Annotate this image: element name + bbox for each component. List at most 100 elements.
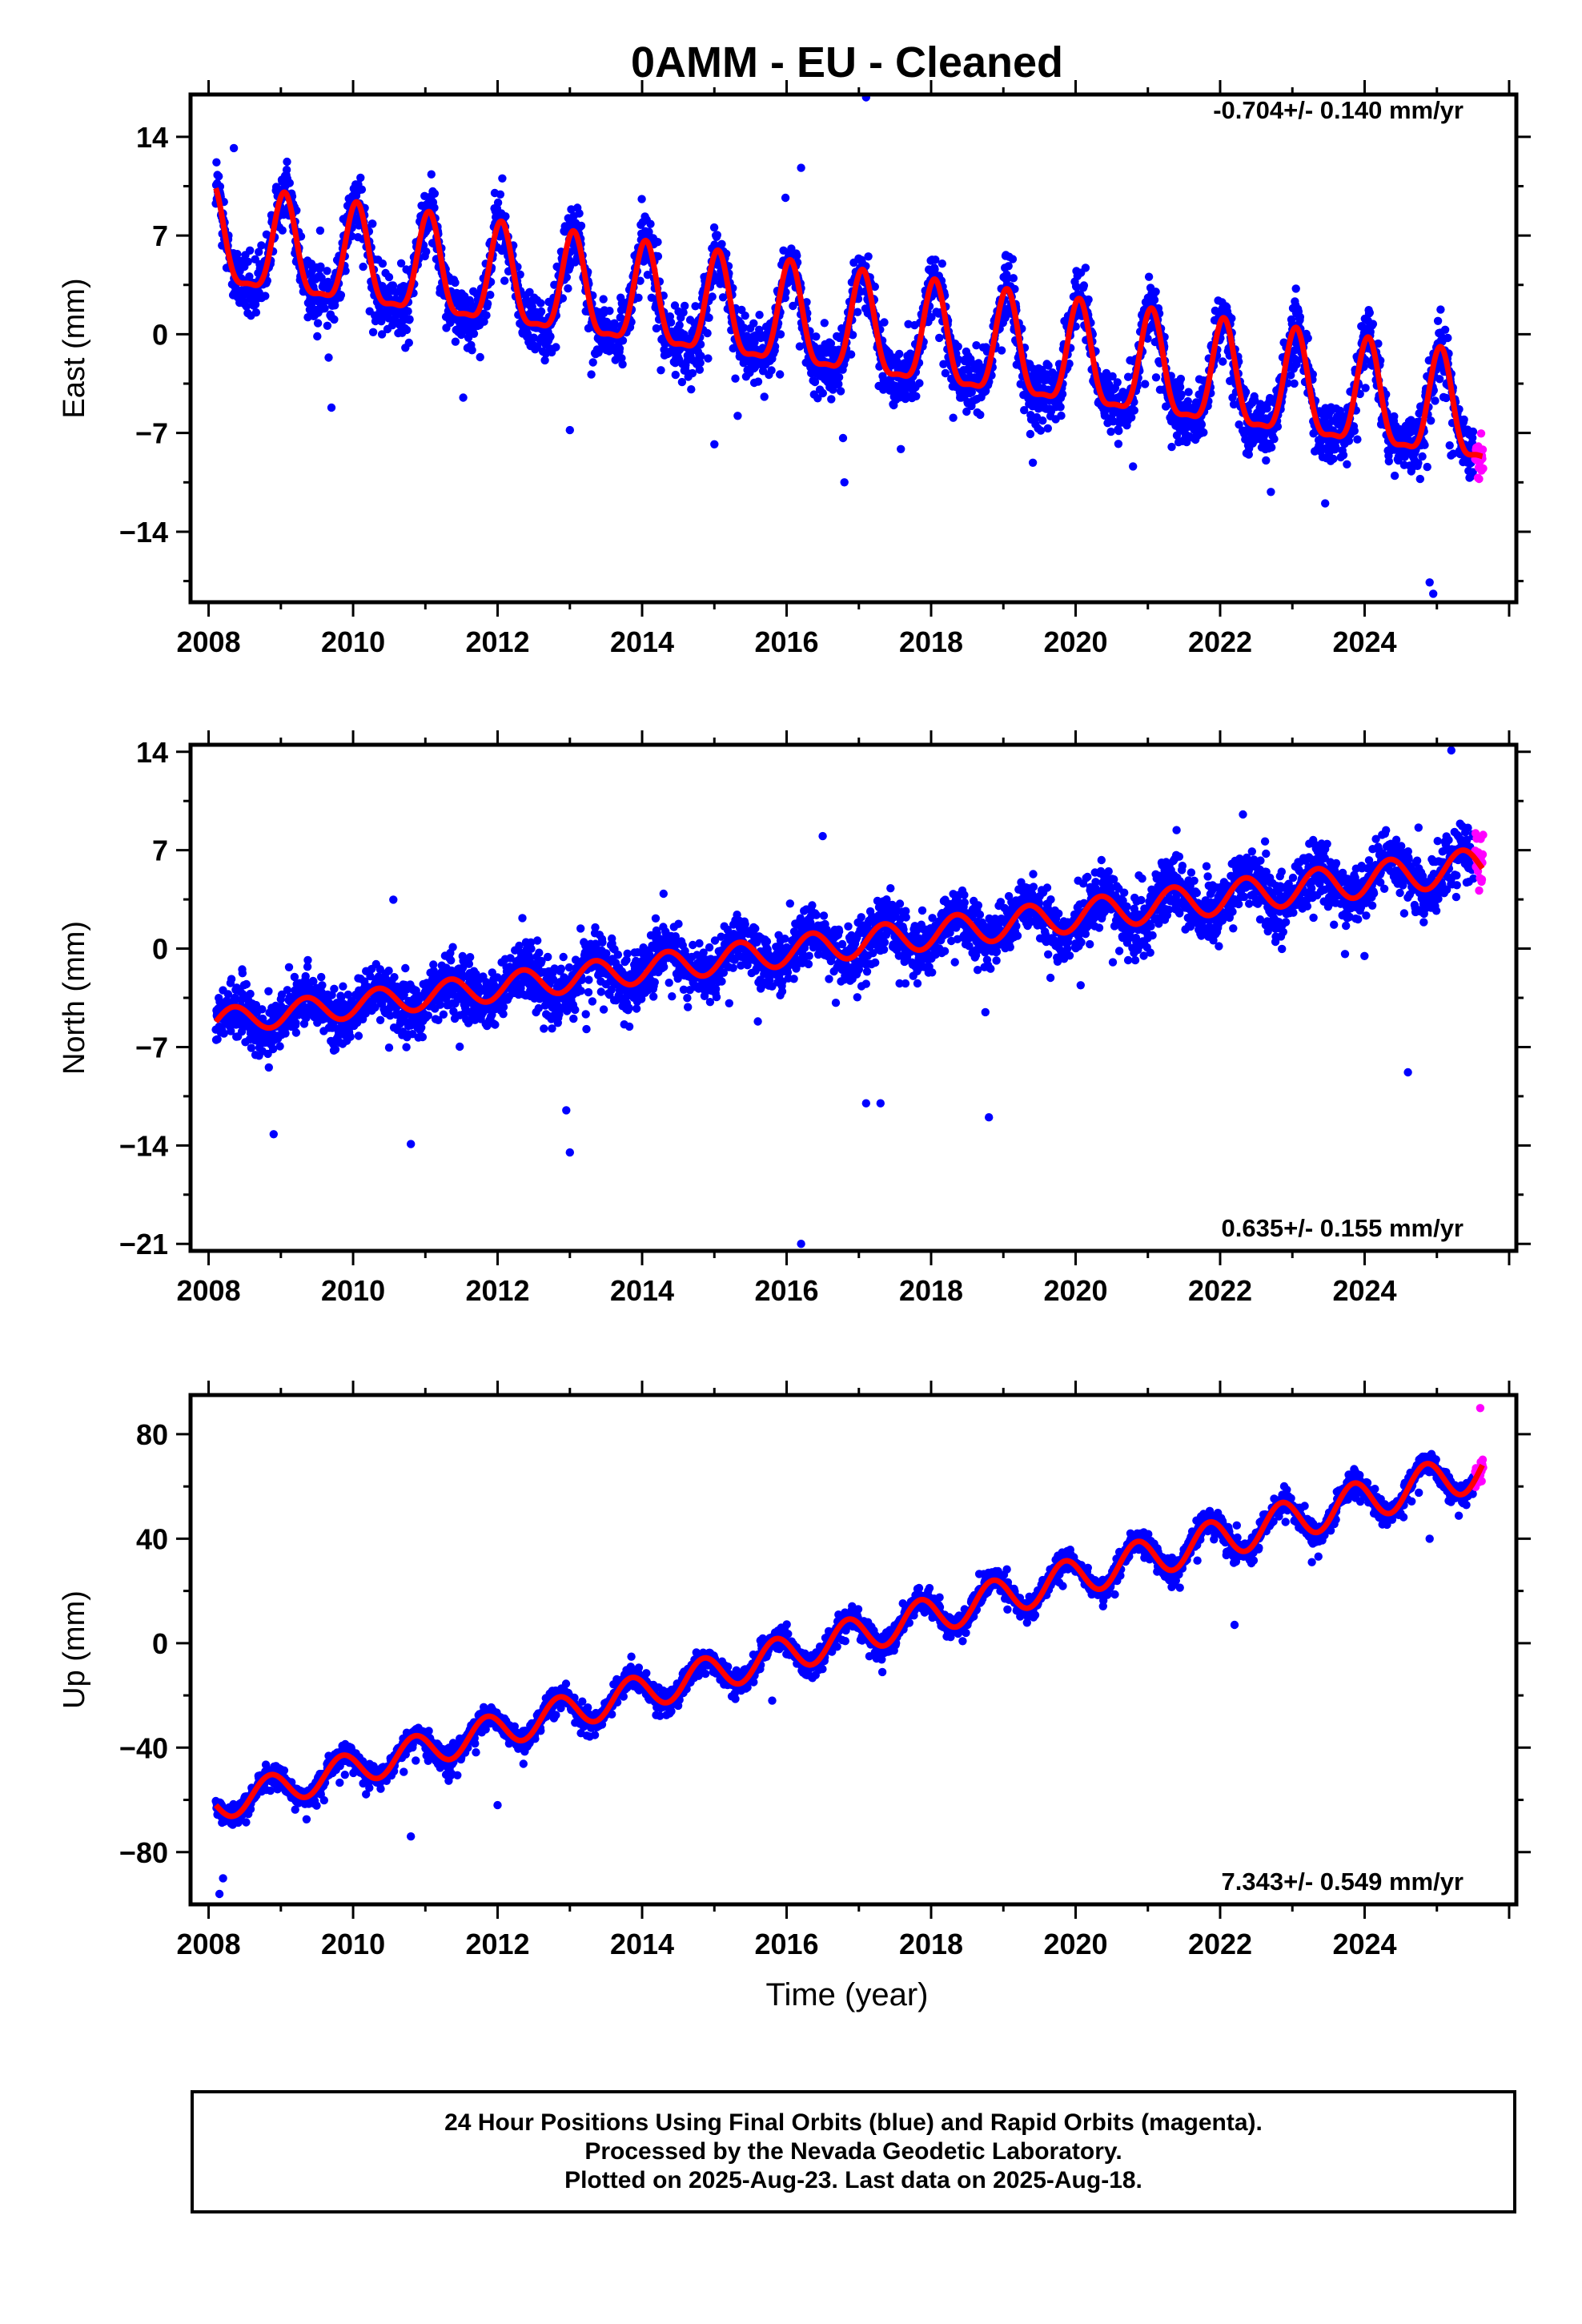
final-orbit-point — [246, 989, 255, 999]
final-orbit-point — [1219, 357, 1227, 366]
final-orbit-point — [1144, 272, 1154, 281]
final-orbit-point — [384, 967, 393, 975]
final-orbit-point — [482, 311, 491, 320]
final-orbit-point — [418, 1032, 428, 1042]
final-orbit-point — [483, 300, 492, 308]
final-orbit-point — [687, 385, 696, 394]
velocity-rate-label: -0.704+/- 0.140 mm/yr — [1213, 96, 1464, 124]
panel-1: 2008 2010 2012 2014 2016 2018 2020 2022 20241470… — [58, 80, 1531, 658]
final-orbit-point — [282, 165, 291, 175]
final-orbit-point — [303, 955, 312, 965]
y-tick-label: −7 — [135, 417, 168, 450]
final-orbit-point — [324, 353, 333, 362]
final-orbit-point — [499, 1003, 508, 1011]
final-orbit-point — [546, 332, 555, 341]
final-orbit-point — [1267, 443, 1276, 452]
final-orbit-point — [1004, 262, 1013, 271]
final-orbit-point — [1106, 427, 1115, 436]
final-orbit-point — [389, 895, 398, 904]
outlier-point — [1429, 589, 1438, 598]
final-orbit-point — [1175, 383, 1185, 392]
final-orbit-point — [447, 956, 456, 965]
final-orbit-point — [997, 346, 1006, 355]
final-orbit-point — [1141, 380, 1150, 388]
final-orbit-point — [336, 291, 346, 300]
final-orbit-point — [496, 190, 505, 199]
final-orbit-point — [427, 170, 436, 179]
final-orbit-point — [938, 259, 947, 268]
final-orbit-point — [339, 982, 347, 991]
final-orbit-point — [895, 349, 904, 359]
final-orbit-point — [576, 221, 586, 231]
final-orbit-point — [357, 185, 367, 194]
final-orbit-point — [1114, 440, 1123, 448]
final-orbit-point — [713, 231, 721, 239]
final-orbit-point — [587, 370, 596, 379]
final-orbit-point — [653, 238, 662, 247]
x-tick-label: 2022 — [1188, 625, 1252, 658]
final-orbit-point — [677, 377, 687, 387]
final-orbit-point — [767, 366, 776, 375]
outlier-point — [565, 425, 574, 435]
final-orbit-point — [976, 410, 985, 420]
final-orbit-point — [1084, 295, 1093, 304]
final-orbit-points — [211, 746, 1478, 1248]
final-orbit-point — [368, 219, 377, 228]
final-orbit-point — [1384, 456, 1394, 466]
final-orbit-point — [826, 339, 836, 348]
final-orbit-point — [1044, 361, 1053, 370]
final-orbit-point — [405, 315, 414, 324]
final-orbit-point — [1427, 416, 1435, 425]
final-orbit-point — [476, 352, 484, 362]
y-tick-label: 0 — [152, 318, 168, 351]
final-orbit-point — [1036, 426, 1046, 435]
final-orbit-point — [388, 281, 398, 290]
final-orbit-point — [818, 388, 827, 398]
final-orbit-point — [1197, 420, 1207, 429]
final-orbit-point — [1009, 274, 1018, 283]
final-orbit-point — [430, 189, 440, 198]
final-orbit-point — [1365, 308, 1375, 317]
final-orbit-point — [675, 320, 684, 330]
final-orbit-point — [935, 333, 944, 343]
final-orbit-point — [313, 319, 323, 328]
final-orbit-point — [215, 172, 223, 181]
x-tick-label: 2010 — [321, 625, 385, 658]
final-orbit-point — [291, 1028, 301, 1037]
final-orbit-points — [211, 94, 1485, 598]
final-orbit-point — [533, 936, 542, 945]
final-orbit-point — [615, 344, 624, 353]
final-orbit-point — [264, 1063, 273, 1072]
final-orbit-point — [1177, 390, 1186, 399]
final-orbit-point — [354, 1031, 363, 1040]
final-orbit-point — [498, 174, 507, 183]
final-orbit-point — [271, 183, 281, 191]
final-orbit-point — [212, 158, 221, 167]
final-orbit-point — [1079, 281, 1089, 290]
final-orbit-point — [451, 337, 460, 346]
final-orbit-point — [1056, 403, 1065, 412]
final-orbit-point — [652, 324, 661, 333]
outlier-point — [840, 478, 849, 487]
final-orbit-point — [647, 293, 656, 302]
final-orbit-point — [466, 953, 475, 962]
final-orbit-point — [820, 319, 829, 328]
final-orbit-point — [422, 247, 431, 256]
outlier-point — [797, 163, 805, 172]
final-orbit-point — [451, 278, 460, 287]
final-orbit-point — [330, 984, 339, 994]
final-orbit-point — [636, 276, 644, 285]
final-orbit-point — [1329, 454, 1338, 464]
final-orbit-point — [897, 444, 905, 453]
final-orbit-point — [1028, 458, 1038, 467]
final-orbit-point — [536, 307, 546, 316]
final-orbit-point — [1303, 334, 1312, 343]
final-orbit-point — [1390, 412, 1399, 421]
x-tick-label: 2024 — [1332, 625, 1396, 658]
final-orbit-point — [1081, 263, 1090, 272]
final-orbit-point — [436, 1000, 444, 1009]
final-orbit-point — [834, 372, 844, 382]
final-orbit-point — [323, 267, 331, 275]
plot-frame — [188, 92, 1519, 605]
